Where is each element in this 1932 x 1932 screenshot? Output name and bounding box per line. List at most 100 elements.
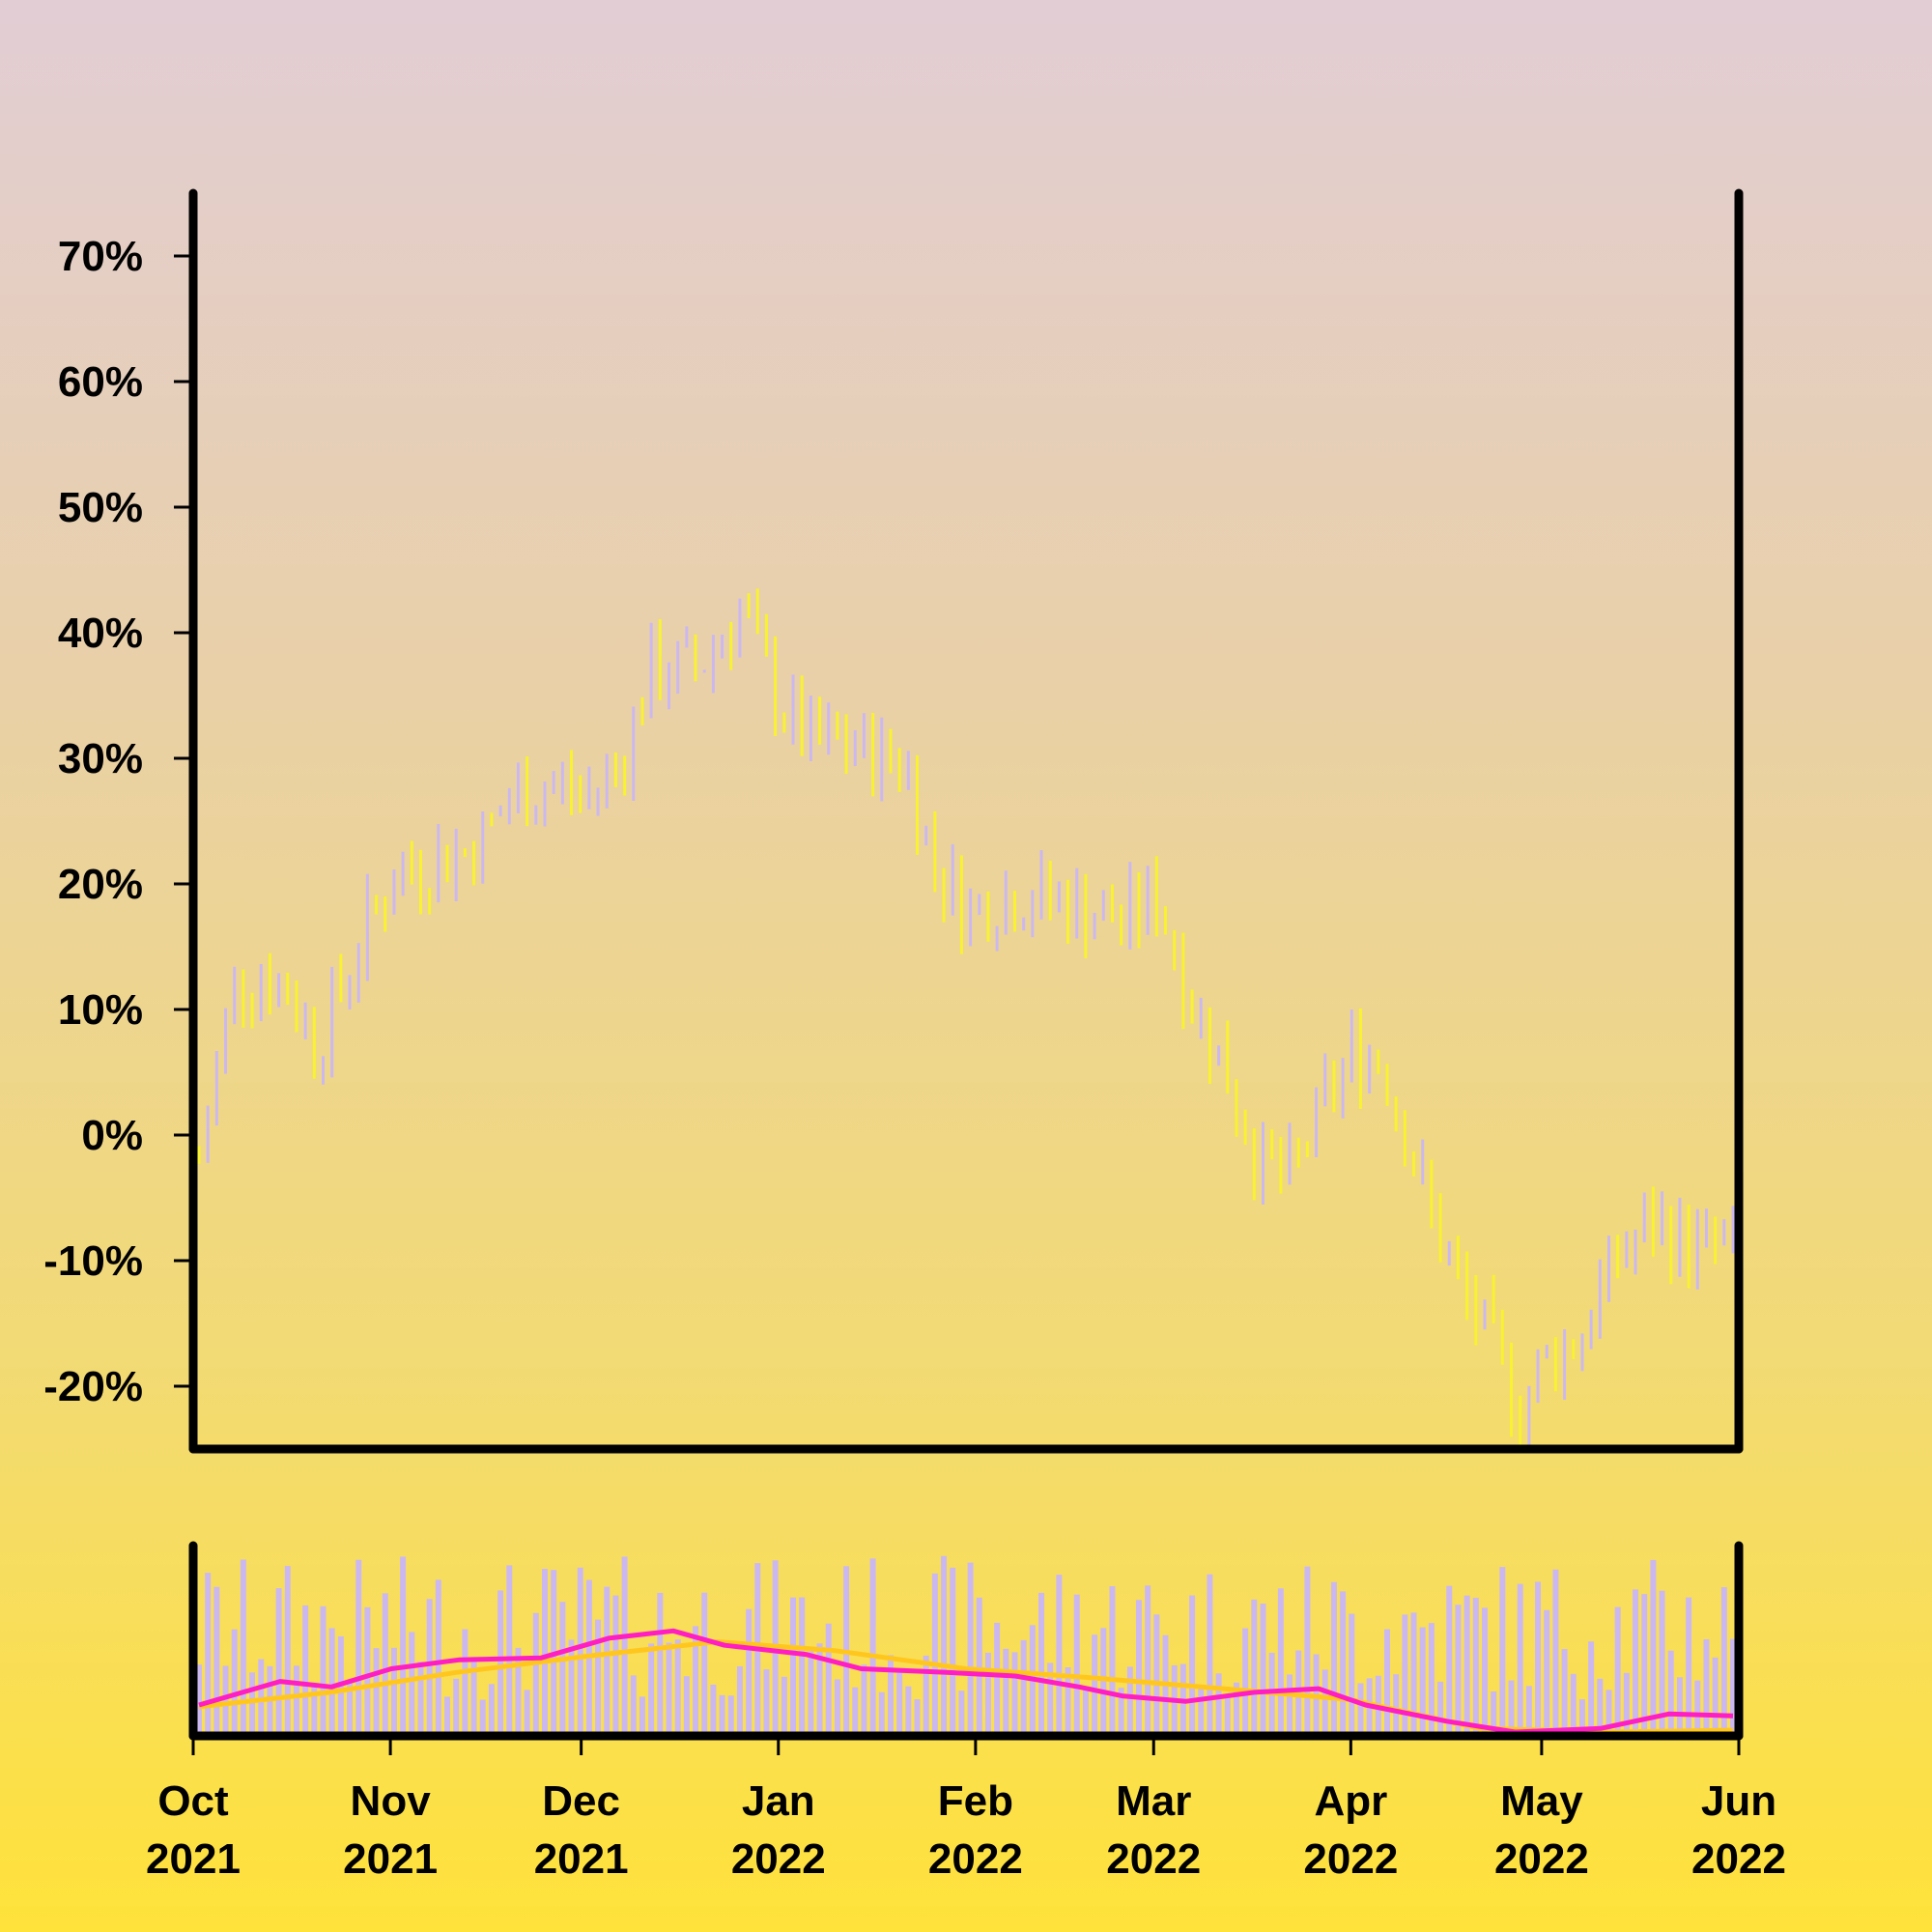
x-tick-year: 2022 <box>1303 1835 1398 1883</box>
volume-bar <box>479 1699 486 1736</box>
y-tick-label: 10% <box>58 986 143 1034</box>
volume-bar <box>1109 1585 1116 1736</box>
volume-bar <box>1561 1649 1568 1736</box>
volume-bar <box>1712 1657 1719 1736</box>
y-tick-label: 70% <box>58 233 143 280</box>
volume-bar <box>1437 1681 1444 1736</box>
volume-bar <box>1676 1677 1683 1736</box>
volume-bar <box>373 1648 380 1736</box>
volume-bar <box>364 1606 371 1736</box>
volume-bar <box>905 1686 912 1736</box>
volume-bar <box>727 1695 734 1736</box>
y-tick-label: 0% <box>81 1112 143 1159</box>
volume-bar <box>222 1665 229 1736</box>
volume-bar <box>409 1632 415 1736</box>
volume-bar <box>621 1556 628 1736</box>
volume-bar <box>1605 1690 1612 1736</box>
volume-bar <box>595 1619 602 1736</box>
volume-bar <box>1455 1605 1462 1736</box>
volume-bar <box>674 1639 681 1736</box>
volume-bar <box>941 1555 948 1736</box>
volume-bar <box>559 1602 566 1736</box>
volume-bar <box>1552 1569 1559 1736</box>
volume-bar <box>808 1651 814 1736</box>
volume-bar <box>506 1565 513 1736</box>
volume-bar <box>1544 1609 1550 1736</box>
volume-bar <box>666 1642 672 1736</box>
volume-bar <box>1428 1623 1435 1736</box>
x-tick-month: Apr <box>1314 1777 1387 1825</box>
volume-bar <box>293 1665 299 1736</box>
volume-bar <box>1730 1638 1736 1736</box>
volume-bar <box>1065 1666 1071 1736</box>
x-tick-month: Jan <box>742 1777 815 1825</box>
volume-bar <box>923 1655 929 1736</box>
y-tick-label: 20% <box>58 861 143 908</box>
volume-bar <box>1082 1690 1089 1736</box>
volume-bar <box>1056 1575 1063 1736</box>
volume-bar <box>896 1668 903 1736</box>
x-tick-year: 2021 <box>534 1835 629 1883</box>
volume-bar <box>302 1605 309 1736</box>
volume-bar <box>1633 1589 1639 1736</box>
volume-bar <box>1189 1595 1196 1736</box>
volume-bar <box>462 1629 469 1736</box>
volume-bar <box>1703 1638 1710 1736</box>
y-tick-label: 30% <box>58 735 143 782</box>
volume-bar <box>426 1599 433 1736</box>
volume-bar <box>1535 1581 1542 1736</box>
x-tick-month: Feb <box>938 1777 1013 1825</box>
volume-bar <box>249 1672 256 1736</box>
volume-bar <box>834 1679 840 1736</box>
volume-bar <box>604 1586 611 1736</box>
x-tick-year: 2022 <box>1494 1835 1589 1883</box>
volume-bar <box>1588 1641 1595 1736</box>
volume-bar <box>914 1699 921 1736</box>
volume-bar <box>568 1639 575 1736</box>
volume-bar <box>488 1684 495 1736</box>
volume-bar <box>1570 1673 1577 1736</box>
volume-bar <box>347 1680 354 1736</box>
volume-bar <box>1446 1585 1453 1736</box>
volume-bar <box>852 1687 859 1736</box>
volume-bar <box>1650 1559 1657 1736</box>
volume-bar <box>382 1593 388 1736</box>
volume-bar <box>355 1559 362 1736</box>
y-tick-label: 60% <box>58 358 143 406</box>
x-tick-month: May <box>1500 1777 1583 1825</box>
volume-bar <box>1020 1639 1027 1736</box>
volume-bar <box>1499 1567 1506 1736</box>
volume-bar <box>1623 1672 1630 1736</box>
volume-bar <box>1287 1674 1293 1736</box>
volume-bar <box>444 1696 451 1736</box>
volume-bar <box>958 1690 965 1736</box>
volume-bar <box>453 1678 460 1736</box>
volume-bar <box>1126 1666 1133 1736</box>
volume-bar <box>1357 1683 1364 1736</box>
volume-bar <box>1260 1603 1266 1736</box>
volume-bar <box>1614 1606 1621 1736</box>
x-tick-year: 2021 <box>146 1835 241 1883</box>
x-tick-month: Nov <box>351 1777 432 1825</box>
volume-ma-fast-line <box>198 1628 1734 1735</box>
volume-bar <box>1410 1612 1417 1736</box>
y-tick-label: 40% <box>58 610 143 657</box>
volume-bar <box>1145 1585 1151 1736</box>
x-tick-year: 2022 <box>1106 1835 1201 1883</box>
y-tick-label: -20% <box>43 1363 143 1410</box>
volume-bar <box>1330 1581 1337 1736</box>
volume-bar <box>1578 1699 1585 1736</box>
volume-bar <box>1472 1598 1479 1736</box>
volume-bar <box>1491 1690 1497 1736</box>
volume-bar <box>825 1623 832 1736</box>
volume-bar <box>967 1562 974 1736</box>
volume-bar <box>878 1691 885 1736</box>
volume-bar <box>861 1664 867 1736</box>
volume-bar <box>1720 1587 1727 1736</box>
volume-bar <box>1508 1680 1515 1736</box>
volume-bar <box>950 1567 956 1736</box>
volume-bar <box>1233 1682 1239 1736</box>
volume-bars <box>196 1555 1736 1736</box>
x-tick-month: Jun <box>1701 1777 1776 1825</box>
volume-ma-lines <box>198 1628 1734 1735</box>
